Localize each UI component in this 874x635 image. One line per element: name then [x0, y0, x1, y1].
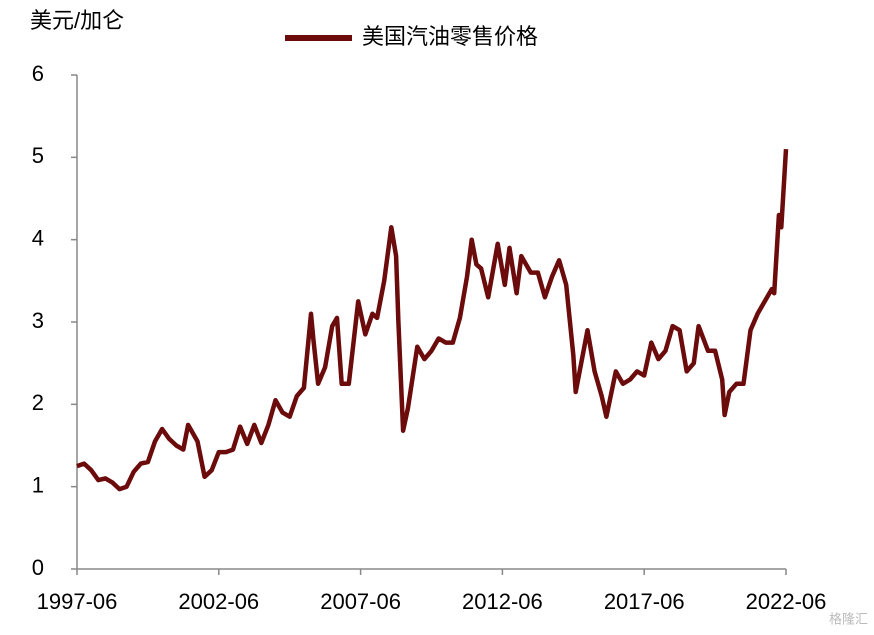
x-tick-label: 2017-06: [604, 589, 685, 614]
y-tick-label: 5: [32, 143, 44, 168]
y-tick-label: 6: [32, 61, 44, 86]
y-tick-label: 1: [32, 472, 44, 497]
legend-label: 美国汽油零售价格: [362, 24, 538, 49]
x-tick-label: 2022-06: [746, 589, 827, 614]
x-tick-label: 2012-06: [462, 589, 543, 614]
y-tick-label: 3: [32, 308, 44, 333]
y-tick-label: 2: [32, 390, 44, 415]
x-tick-label: 1997-06: [37, 589, 118, 614]
line-series: [76, 148, 789, 492]
y-tick-label: 4: [32, 225, 44, 250]
x-tick-label: 2002-06: [178, 589, 259, 614]
watermark: 格隆汇: [829, 611, 868, 626]
y-tick-label: 0: [32, 555, 44, 580]
x-tick-label: 2007-06: [320, 589, 401, 614]
y-axis-label: 美元/加仑: [30, 8, 124, 33]
